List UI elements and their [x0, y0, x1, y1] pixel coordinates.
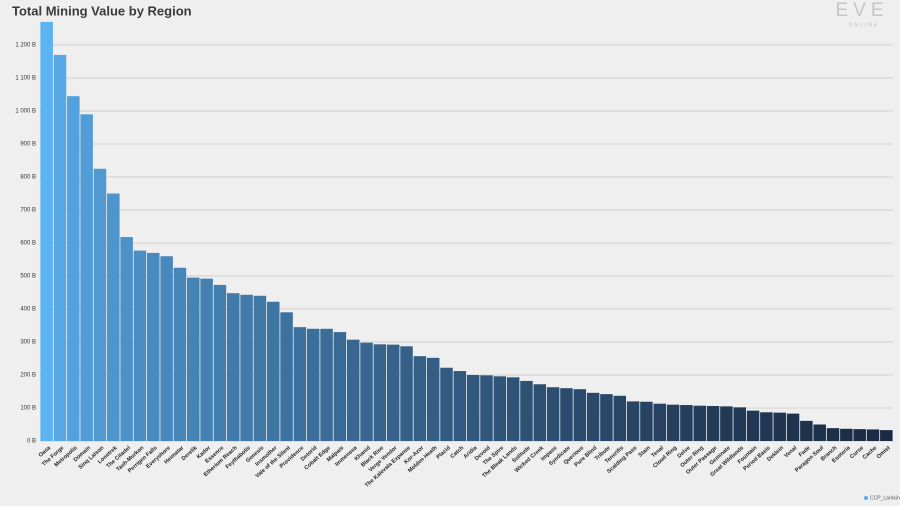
- bar: [653, 403, 667, 441]
- bar: [680, 405, 693, 441]
- bar: [53, 54, 67, 442]
- bar: [493, 376, 507, 441]
- bar: [813, 424, 826, 441]
- bar: [720, 406, 733, 441]
- bar: [120, 237, 133, 441]
- bar: [480, 375, 493, 441]
- y-tick-label: 200 B: [20, 373, 36, 379]
- bar: [147, 252, 160, 441]
- bar: [266, 301, 280, 441]
- y-tick-label: 100 B: [20, 406, 36, 412]
- bar: [506, 377, 520, 441]
- bar: [400, 346, 413, 441]
- y-tick-label: 600 B: [20, 241, 36, 247]
- bar: [253, 295, 267, 441]
- credit-icon: [864, 496, 868, 500]
- bar: [386, 344, 400, 441]
- bar: [693, 405, 707, 441]
- bar: [346, 339, 360, 441]
- bar: [573, 389, 587, 441]
- y-tick-label: 800 B: [20, 175, 36, 181]
- brand-logo: EVE: [835, 0, 888, 21]
- bar: [706, 406, 720, 441]
- bar: [560, 388, 573, 441]
- bar: [333, 332, 347, 441]
- y-tick-label: 1 100 B: [15, 76, 36, 82]
- y-tick-label: 900 B: [20, 142, 36, 148]
- bar: [173, 267, 187, 441]
- y-tick-label: 0 B: [27, 439, 36, 445]
- y-tick-label: 700 B: [20, 208, 36, 214]
- bar: [733, 407, 746, 441]
- bar: [666, 404, 680, 441]
- chart-title: Total Mining Value by Region: [12, 3, 192, 18]
- bar: [320, 328, 333, 441]
- y-tick-label: 1 200 B: [15, 43, 36, 49]
- bar: [440, 367, 453, 441]
- bar: [107, 193, 120, 441]
- bar: [640, 401, 653, 441]
- bar: [866, 429, 880, 441]
- bar: [453, 371, 467, 441]
- bar: [80, 114, 93, 442]
- bar: [853, 429, 866, 441]
- bar: [520, 380, 533, 441]
- y-tick-label: 1 000 B: [15, 109, 36, 115]
- bar: [306, 328, 320, 441]
- bar: [240, 294, 253, 441]
- bar: [160, 256, 173, 441]
- bar: [586, 392, 600, 441]
- bar: [600, 394, 613, 441]
- bar: [133, 250, 147, 441]
- bar: [426, 357, 440, 441]
- bar: [786, 413, 800, 441]
- y-tick-label: 400 B: [20, 307, 36, 313]
- credit: CCP_Larrikin: [870, 495, 900, 501]
- bar: [373, 344, 387, 441]
- bar: [200, 278, 213, 441]
- brand-sub: ONLINE: [849, 22, 880, 28]
- bar: [293, 327, 307, 441]
- bar: [880, 430, 893, 441]
- bar: [760, 412, 773, 441]
- y-tick-label: 300 B: [20, 340, 36, 346]
- bar: [360, 342, 373, 441]
- y-tick-label: 500 B: [20, 274, 36, 280]
- bar: [226, 293, 240, 441]
- bar: [626, 401, 640, 441]
- bar: [800, 420, 813, 441]
- bar: [466, 375, 480, 441]
- bar: [280, 312, 293, 441]
- bar: [93, 168, 107, 441]
- bar: [67, 96, 80, 442]
- bar: [746, 410, 760, 441]
- bar: [840, 428, 853, 441]
- bar: [40, 21, 53, 442]
- bar: [773, 412, 786, 441]
- bar: [533, 384, 547, 441]
- bar: [546, 387, 560, 441]
- bar: [413, 356, 427, 441]
- bar: [826, 428, 840, 441]
- bar: [613, 395, 627, 441]
- bar: [213, 284, 227, 441]
- bar: [187, 277, 200, 441]
